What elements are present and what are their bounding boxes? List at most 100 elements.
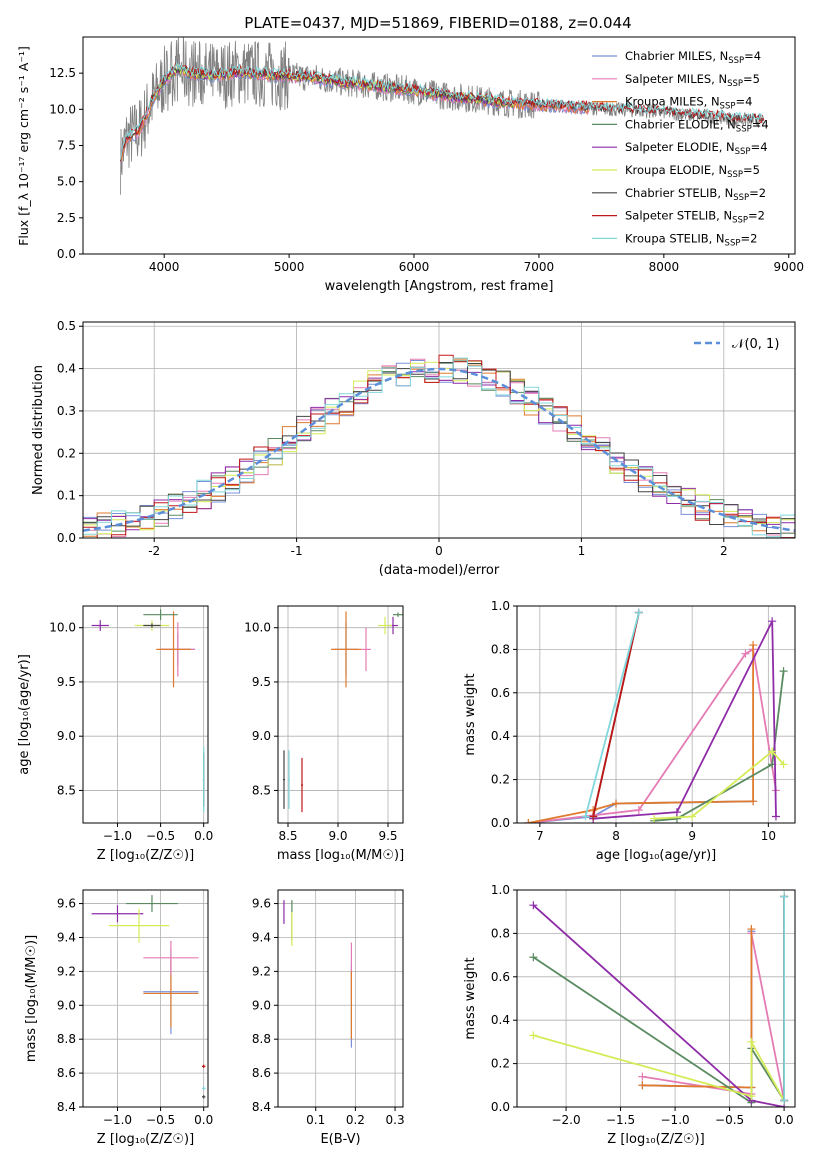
x-tick-label: −2.0 (551, 1113, 580, 1127)
x-tick-label: 0.0 (194, 829, 213, 843)
x-tick-label: 9.0 (328, 829, 347, 843)
legend-nssp-value: =4 (751, 140, 768, 154)
legend-subscript: SSP (736, 124, 752, 134)
y-tick-label: 0.1 (57, 489, 76, 503)
x-tick-label: −1.0 (661, 1113, 690, 1127)
weight-marker-kroupa-elodie (529, 1031, 538, 1040)
axes-frame (516, 889, 796, 1108)
residual-histogram-panel: 𝒩(0, 1) -2 -1 0 1 2 0.0 0.1 0.2 0.3 0.4 0.5 (data-mo… (31, 319, 796, 578)
y-tick-label: 8.6 (57, 1066, 76, 1080)
y-tick-label: 0.2 (57, 446, 76, 460)
weight-marker-salpeter-miles (741, 649, 750, 658)
x-axis-label: Z [log₁₀(Z/Z☉)] (97, 1132, 194, 1147)
x-tick-label: 0.0 (775, 1113, 794, 1127)
y-tick-label: 1.0 (491, 599, 510, 613)
spectrum-panel: Chabrier MILES, NSSP=4 Salpeter MILES, NS… (16, 36, 804, 294)
y-tick-label: 10.0 (244, 621, 271, 635)
x-tick-label: 4000 (149, 260, 180, 274)
y-tick-label: 0.2 (491, 773, 510, 787)
y-tick-label: 9.0 (252, 729, 271, 743)
mass-vs-metallicity-panel: −1.0 −0.5 0.0 8.4 8.6 8.8 9.0 9.2 9.4 9.6 Z [log₁₀… (24, 889, 213, 1147)
mass-weight-vs-age-panel: 7 8 9 10 0.0 0.2 0.4 0.6 0.8 1.0 age [log₁₀(age/yr… (463, 599, 796, 863)
x-tick-label: 9 (688, 829, 696, 843)
age-vs-mass-panel: 8.5 9.0 9.5 8.5 9.0 9.5 10.0 mass [log₁₀(M/M☉)] (244, 605, 404, 863)
y-tick-label: 0.6 (491, 970, 510, 984)
weight-marker-kroupa-miles (524, 819, 533, 823)
legend-subscript: SSP (727, 79, 743, 89)
y-tick-label: 9.0 (57, 729, 76, 743)
x-tick-label: 9000 (773, 260, 804, 274)
y-tick-label: 9.5 (252, 675, 271, 689)
x-tick-label: −0.5 (146, 1113, 175, 1127)
axes-frame (516, 605, 796, 824)
x-tick-label: 6000 (399, 260, 430, 274)
weight-marker-salpeter-stelib (589, 812, 598, 821)
legend-subscript: SSP (733, 193, 749, 203)
legend-subscript: SSP (727, 170, 743, 180)
weight-marker-kroupa-elodie (688, 812, 697, 821)
y-tick-label: 8.5 (252, 783, 271, 797)
x-tick-label: 8.5 (278, 829, 297, 843)
weight-marker-kroupa-stelib (780, 892, 789, 901)
y-axis-label: mass weight (463, 957, 478, 1039)
weight-line-salpeter-miles (642, 933, 785, 1101)
x-axis-label: Z [log₁₀(Z/Z☉)] (607, 1132, 704, 1147)
y-tick-label: 0.5 (57, 319, 76, 333)
age-vs-metallicity-panel: −1.0 −0.5 0.0 8.5 9.0 9.5 10.0 Z [log₁₀(Z/Z☉)] a… (17, 605, 213, 863)
weight-marker-kroupa-elodie (747, 1037, 756, 1046)
weight-line-chabrier-elodie (654, 670, 785, 822)
x-tick-label: 8000 (649, 260, 680, 274)
weight-line-kroupa-stelib (584, 612, 640, 817)
legend-nssp-value: =5 (743, 72, 760, 86)
histogram-group (83, 354, 795, 538)
y-tick-label: 12.5 (49, 66, 76, 80)
mass-vs-extinction-panel: 0.1 0.2 0.3 8.4 8.6 8.8 9.0 9.2 9.4 9.6 E(B-V) (252, 889, 405, 1147)
x-tick-label: 0 (435, 544, 443, 558)
x-tick-label: -2 (148, 544, 160, 558)
legend-nssp-value: =2 (749, 186, 766, 200)
y-tick-label: 9.0 (252, 998, 271, 1012)
y-tick-label: 0.8 (491, 642, 510, 656)
weight-marker-kroupa-elodie (747, 1092, 756, 1101)
y-tick-label: 9.6 (57, 897, 76, 911)
x-tick-label: −1.5 (606, 1113, 635, 1127)
y-tick-label: 9.2 (57, 964, 76, 978)
weight-marker-salpeter-elodie (672, 808, 681, 817)
x-tick-label: 7 (536, 829, 544, 843)
weight-marker-kroupa-miles (749, 641, 758, 650)
x-tick-label: -1 (291, 544, 303, 558)
weight-line-kroupa-elodie (654, 750, 785, 820)
y-tick-label: 8.4 (57, 1100, 76, 1114)
histogram-kroupa-stelib (83, 357, 795, 538)
x-axis-label: Z [log₁₀(Z/Z☉)] (97, 848, 194, 863)
y-tick-label: 9.6 (252, 897, 271, 911)
y-tick-label: 9.4 (252, 930, 271, 944)
y-tick-label: 0.0 (491, 1100, 510, 1114)
weight-marker-kroupa-elodie (650, 814, 659, 823)
y-tick-label: 9.4 (57, 930, 76, 944)
legend-nssp-value: =4 (744, 49, 761, 63)
legend-nssp-value: =4 (735, 95, 752, 109)
weight-line-chabrier-elodie (532, 956, 785, 1105)
x-tick-label: 0.2 (346, 1113, 365, 1127)
weight-marker-salpeter-miles (638, 1072, 647, 1081)
y-axis-label: mass weight (463, 673, 478, 755)
weight-marker-salpeter-elodie (771, 812, 780, 821)
weight-marker-kroupa-miles (749, 797, 758, 806)
weight-marker-chabrier-elodie (529, 953, 538, 962)
mass-weight-vs-metallicity-panel: −2.0 −1.5 −1.0 −0.5 0.0 0.0 0.2 0.4 0.6 0.8 1.0 Z [… (463, 883, 796, 1147)
errorbar-group (91, 895, 206, 1099)
y-tick-label: 9.2 (252, 964, 271, 978)
x-tick-label: 7000 (524, 260, 555, 274)
x-tick-label: −1.0 (103, 1113, 132, 1127)
legend-nssp-value: =2 (748, 209, 765, 223)
y-tick-label: 8.4 (252, 1100, 271, 1114)
y-tick-label: 0.8 (491, 926, 510, 940)
x-tick-label: 0.1 (306, 1113, 325, 1127)
weight-marker-chabrier-elodie (779, 667, 788, 676)
y-tick-label: 5.0 (57, 175, 76, 189)
weight-marker-salpeter-miles (634, 805, 643, 814)
y-tick-label: 0.0 (57, 531, 76, 545)
y-tick-label: 10.0 (49, 621, 76, 635)
weight-marker-salpeter-elodie (768, 617, 777, 626)
